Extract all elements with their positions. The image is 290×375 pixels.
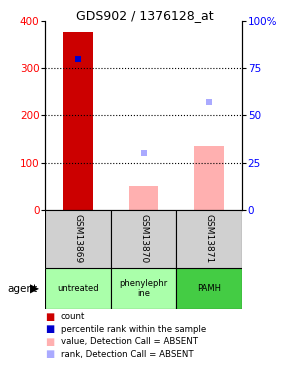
Bar: [111, 210, 176, 268]
Bar: [111, 268, 176, 309]
Text: agent: agent: [7, 284, 37, 294]
Text: GSM13869: GSM13869: [73, 214, 82, 264]
Bar: [176, 268, 242, 309]
Text: rank, Detection Call = ABSENT: rank, Detection Call = ABSENT: [61, 350, 193, 358]
Text: ■: ■: [45, 324, 54, 334]
Text: percentile rank within the sample: percentile rank within the sample: [61, 325, 206, 334]
Bar: [63, 33, 93, 210]
Text: PAMH: PAMH: [197, 284, 221, 293]
Text: ■: ■: [45, 349, 54, 359]
Bar: [195, 146, 224, 210]
Text: GSM13870: GSM13870: [139, 214, 148, 264]
Text: GDS902 / 1376128_at: GDS902 / 1376128_at: [76, 9, 214, 22]
Bar: [176, 210, 242, 268]
Text: ■: ■: [45, 337, 54, 346]
Bar: [129, 186, 158, 210]
Text: untreated: untreated: [57, 284, 99, 293]
Bar: [45, 268, 111, 309]
Bar: [45, 210, 111, 268]
Text: ▶: ▶: [30, 282, 39, 295]
Text: phenylephr
ine: phenylephr ine: [119, 279, 168, 298]
Text: value, Detection Call = ABSENT: value, Detection Call = ABSENT: [61, 337, 198, 346]
Text: count: count: [61, 312, 85, 321]
Text: GSM13871: GSM13871: [205, 214, 214, 264]
Text: ■: ■: [45, 312, 54, 322]
